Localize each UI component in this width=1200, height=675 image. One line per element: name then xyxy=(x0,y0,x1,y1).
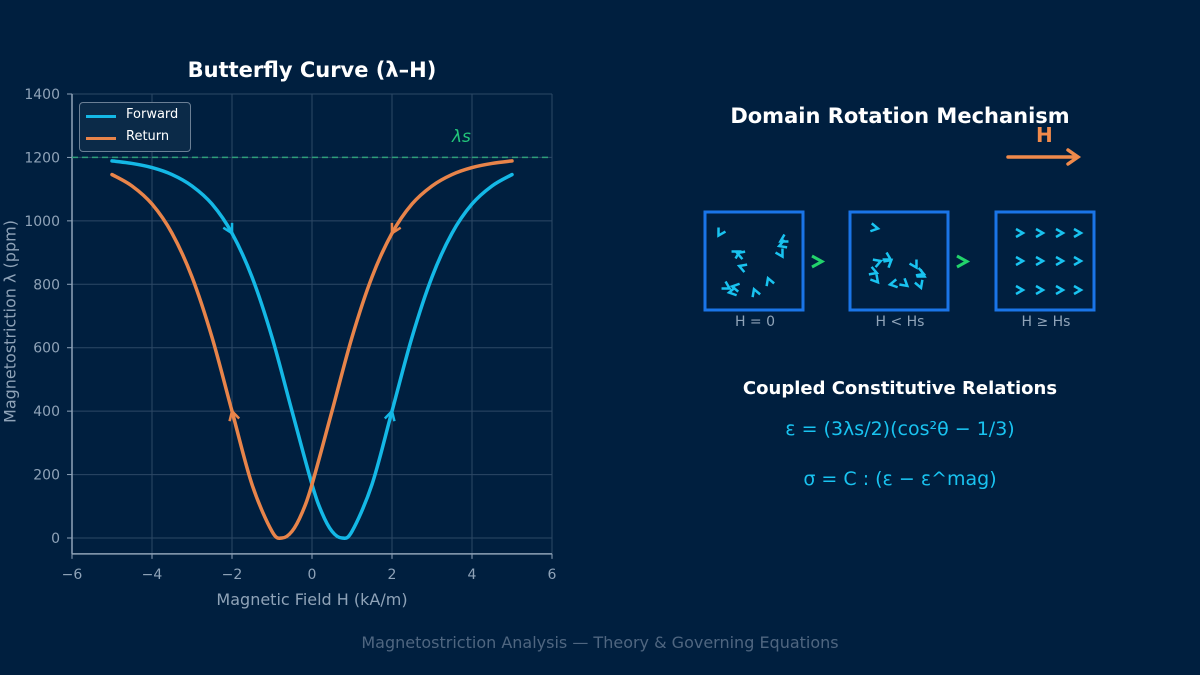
domain-moment-icon xyxy=(1055,284,1066,296)
field-label: H xyxy=(1036,123,1053,147)
domain-moment-icon xyxy=(778,233,789,243)
domain-moment-icon xyxy=(916,268,927,278)
domain-moment-icon xyxy=(1035,284,1046,296)
x-tick-label: 6 xyxy=(548,567,557,583)
mechanism-title: Domain Rotation Mechanism xyxy=(730,104,1070,128)
y-axis-label: Magnetostriction λ (ppm) xyxy=(0,220,20,423)
legend-swatch-return xyxy=(86,137,116,140)
domain-moment-icon xyxy=(1035,255,1046,267)
domain-moment-icon xyxy=(1073,227,1084,239)
y-tick-label: 600 xyxy=(33,341,60,357)
domain-moment-icon xyxy=(776,239,788,249)
domain-moment-icon xyxy=(765,275,775,287)
domain-moment-icon xyxy=(868,266,880,276)
equation-strain: ε = (3λs/2)(cos²θ − 1/3) xyxy=(785,418,1015,440)
legend: Forward Return xyxy=(79,102,191,152)
chart-title: Butterfly Curve (λ–H) xyxy=(187,58,437,82)
relations-title: Coupled Constitutive Relations xyxy=(742,378,1058,399)
domain-moment-icon xyxy=(1073,255,1084,267)
domain-moment-icon xyxy=(774,248,784,259)
domain-box-0 xyxy=(703,210,805,312)
domain-box-2 xyxy=(994,210,1096,312)
domain-moment-icon xyxy=(883,258,894,269)
footer: Magnetostriction Analysis — Theory & Gov… xyxy=(361,633,839,652)
domain-moment-icon xyxy=(1055,255,1066,267)
step-arrow-icon xyxy=(811,254,826,269)
y-tick-label: 800 xyxy=(33,277,60,293)
step-arrow-icon xyxy=(956,254,971,269)
legend-label-return: Return xyxy=(126,129,170,144)
domain-moment-icon xyxy=(729,282,741,293)
domain-moment-icon xyxy=(869,222,881,233)
y-tick-label: 200 xyxy=(33,468,60,484)
y-tick-label: 1400 xyxy=(24,87,60,103)
domain-moment-icon xyxy=(908,259,918,270)
direction-arrow-icon xyxy=(228,408,241,422)
domain-moment-icon xyxy=(1055,227,1066,239)
stage-label-2: H ≥ Hs xyxy=(1021,314,1071,330)
domain-moment-icon xyxy=(1015,227,1026,239)
saturation-label: λs xyxy=(452,127,471,147)
legend-swatch-forward xyxy=(86,115,116,118)
x-tick-label: 0 xyxy=(308,567,317,583)
x-tick-label: −4 xyxy=(142,567,163,583)
y-tick-label: 1200 xyxy=(24,150,60,166)
domain-moment-icon xyxy=(872,258,884,268)
x-tick-label: 2 xyxy=(388,567,397,583)
domain-moment-icon xyxy=(734,250,746,260)
y-tick-label: 1000 xyxy=(24,214,60,230)
series-line-return xyxy=(110,159,514,540)
x-tick-label: −6 xyxy=(62,567,83,583)
direction-arrow-icon xyxy=(383,408,396,422)
y-tick-label: 400 xyxy=(33,404,60,420)
domain-moment-icon xyxy=(1035,227,1046,239)
y-tick-label: 0 xyxy=(51,531,60,547)
equation-stress: σ = C : (ε − ε^mag) xyxy=(803,468,997,490)
domain-moment-icon xyxy=(721,280,732,290)
field-arrow-icon xyxy=(1006,148,1082,166)
stage-label-1: H < Hs xyxy=(875,314,925,330)
stage-label-0: H = 0 xyxy=(734,314,776,330)
domain-moment-icon xyxy=(887,278,899,289)
domain-moment-icon xyxy=(736,263,748,273)
direction-arrow-icon xyxy=(222,222,234,236)
direction-arrow-icon xyxy=(390,222,402,236)
domain-moment-icon xyxy=(899,277,910,288)
x-axis-label: Magnetic Field H (kA/m) xyxy=(216,590,408,609)
domain-box-1 xyxy=(848,210,950,312)
x-tick-label: 4 xyxy=(468,567,477,583)
series-line-forward xyxy=(110,159,514,540)
domain-moment-icon xyxy=(1073,284,1084,296)
x-tick-label: −2 xyxy=(222,567,243,583)
domain-moment-icon xyxy=(1015,284,1026,296)
domain-moment-icon xyxy=(914,279,924,291)
legend-label-forward: Forward xyxy=(126,107,179,122)
domain-moment-icon xyxy=(717,227,727,238)
domain-moment-icon xyxy=(726,286,738,297)
domain-moment-icon xyxy=(869,274,880,285)
domain-moment-icon xyxy=(1015,255,1026,267)
domain-moment-icon xyxy=(751,286,761,298)
